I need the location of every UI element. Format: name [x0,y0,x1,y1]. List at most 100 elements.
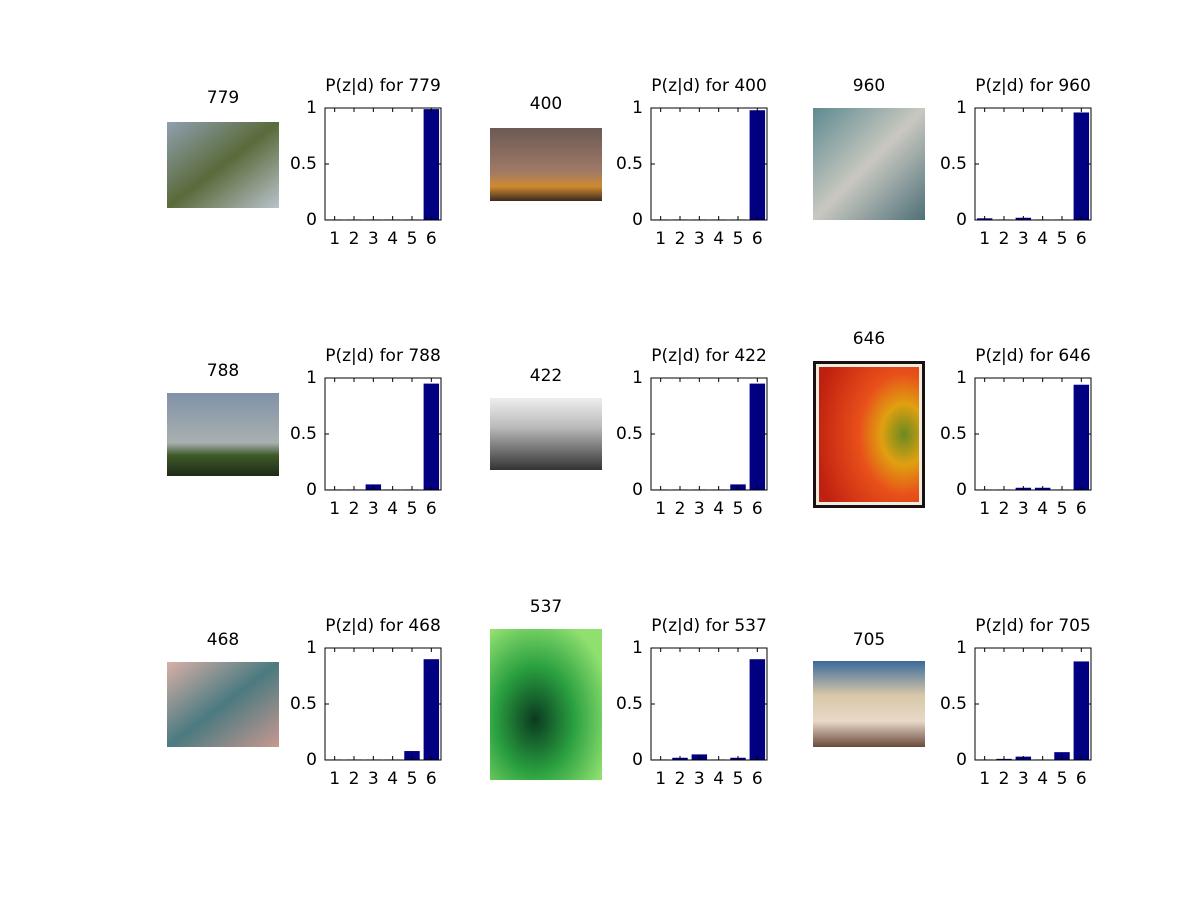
y-tick-label: 1 [632,368,643,388]
x-tick-label: 3 [1018,499,1029,519]
x-tick-label: 4 [1037,499,1048,519]
x-tick-label: 1 [979,499,990,519]
y-tick-label: 0.5 [616,424,643,444]
x-tick-label: 2 [675,499,686,519]
x-tick-label: 2 [999,499,1010,519]
bar [423,659,440,760]
photo [490,128,602,201]
x-tick-label: 1 [329,499,340,519]
chart-title: P(z|d) for 468 [325,616,441,636]
x-tick-label: 6 [426,499,437,519]
x-tick-label: 5 [1057,499,1068,519]
y-tick-label: 0 [306,210,317,230]
y-tick-label: 0.5 [290,424,317,444]
photo [490,398,602,470]
bar [1073,112,1090,220]
x-tick-label: 2 [349,769,360,789]
chart-title: P(z|d) for 400 [651,76,767,96]
y-tick-label: 0.5 [290,154,317,174]
x-tick-label: 2 [349,499,360,519]
x-tick-label: 1 [329,229,340,249]
y-tick-label: 1 [632,638,643,658]
y-tick-label: 0 [956,750,967,770]
x-tick-label: 4 [1037,229,1048,249]
image-label: 537 [530,597,562,617]
x-tick-label: 3 [1018,769,1029,789]
x-tick-label: 3 [368,769,379,789]
x-tick-label: 2 [999,769,1010,789]
y-tick-label: 0.5 [616,154,643,174]
y-tick-label: 0.5 [290,694,317,714]
x-tick-label: 6 [752,499,763,519]
image-label: 422 [530,366,562,386]
x-tick-label: 5 [407,229,418,249]
x-tick-label: 6 [1076,229,1087,249]
x-tick-label: 5 [733,229,744,249]
bar [423,383,440,490]
x-tick-label: 3 [1018,229,1029,249]
photo [167,393,279,476]
x-tick-label: 1 [329,769,340,789]
x-tick-label: 5 [1057,229,1068,249]
bar [749,110,766,220]
x-tick-label: 3 [694,229,705,249]
image-label: 960 [853,76,885,96]
y-tick-label: 1 [306,368,317,388]
x-tick-label: 5 [407,769,418,789]
x-tick-label: 1 [979,229,990,249]
x-tick-label: 6 [1076,499,1087,519]
x-tick-label: 4 [1037,769,1048,789]
y-tick-label: 0 [306,480,317,500]
image-label: 779 [207,88,239,108]
y-tick-label: 0 [306,750,317,770]
x-tick-label: 6 [752,229,763,249]
x-tick-label: 4 [713,499,724,519]
x-tick-label: 2 [675,229,686,249]
y-tick-label: 1 [632,98,643,118]
x-tick-label: 4 [713,229,724,249]
x-tick-label: 1 [655,769,666,789]
image-label: 788 [207,361,239,381]
photo [813,108,925,220]
image-label: 705 [853,630,885,650]
photo [813,661,925,747]
x-tick-label: 2 [999,229,1010,249]
x-tick-label: 4 [387,229,398,249]
x-tick-label: 5 [733,499,744,519]
x-tick-label: 5 [1057,769,1068,789]
chart-title: P(z|d) for 646 [975,346,1091,366]
photo [167,662,279,747]
x-tick-label: 1 [979,769,990,789]
image-label: 646 [853,329,885,349]
bar [749,659,766,760]
chart-title: P(z|d) for 537 [651,616,767,636]
y-tick-label: 0 [956,210,967,230]
x-tick-label: 3 [694,769,705,789]
y-tick-label: 0 [632,210,643,230]
y-tick-label: 1 [956,638,967,658]
x-tick-label: 1 [655,229,666,249]
chart-title: P(z|d) for 960 [975,76,1091,96]
y-tick-label: 0.5 [940,154,967,174]
chart-title: P(z|d) for 705 [975,616,1091,636]
y-tick-label: 0.5 [616,694,643,714]
photo [490,629,602,780]
x-tick-label: 3 [694,499,705,519]
bar [404,751,420,760]
x-tick-label: 4 [387,499,398,519]
bar [1073,384,1090,490]
y-tick-label: 1 [306,638,317,658]
image-label: 468 [207,630,239,650]
photo [819,367,919,502]
x-tick-label: 6 [426,769,437,789]
y-tick-label: 0.5 [940,424,967,444]
x-tick-label: 3 [368,499,379,519]
chart-title: P(z|d) for 422 [651,346,767,366]
y-tick-label: 0 [632,750,643,770]
photos [167,108,925,780]
x-tick-label: 4 [713,769,724,789]
photo [167,122,279,208]
x-tick-label: 2 [349,229,360,249]
x-tick-label: 6 [752,769,763,789]
